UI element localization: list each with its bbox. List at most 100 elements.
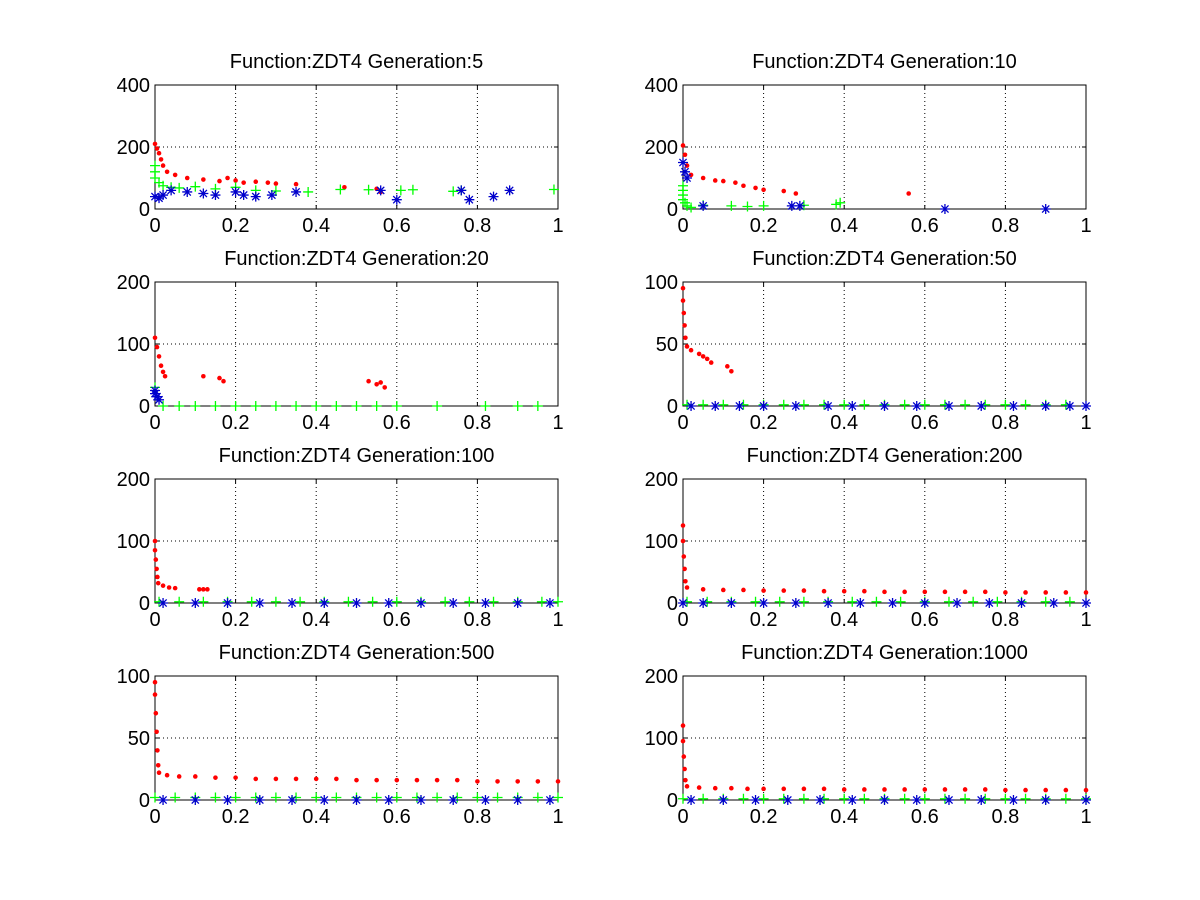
data-point-red-dot <box>680 523 686 528</box>
data-point-blue-star <box>718 795 729 805</box>
data-point-red-dot <box>821 786 827 792</box>
data-point-blue-star <box>1081 598 1091 608</box>
y-tick-label: 200 <box>117 272 150 294</box>
data-point-red-dot <box>1083 590 1089 595</box>
data-point-blue-star <box>1008 401 1019 411</box>
data-point-green-plus <box>895 596 906 607</box>
data-point-red-dot <box>201 373 206 379</box>
data-point-red-dot <box>193 774 198 779</box>
x-tick-label: 0.8 <box>991 412 1019 434</box>
x-tick-label: 0 <box>677 412 688 434</box>
data-point-green-plus <box>371 792 382 803</box>
data-point-red-dot <box>761 588 766 593</box>
data-point-red-dot <box>700 587 706 592</box>
data-point-blue-star <box>847 401 858 411</box>
x-tick-label: 0.8 <box>991 806 1019 828</box>
data-point-green-plus <box>738 793 749 804</box>
x-tick-label: 0.2 <box>222 215 250 237</box>
data-point-green-plus <box>492 792 503 803</box>
data-point-green-plus <box>553 596 563 607</box>
data-point-red-dot <box>172 172 178 178</box>
data-point-green-plus <box>472 792 483 803</box>
data-point-green-plus <box>230 792 241 803</box>
data-point-green-plus <box>395 185 406 196</box>
data-point-green-plus <box>859 399 870 410</box>
data-point-green-plus <box>678 793 688 804</box>
series-star <box>686 795 1091 805</box>
data-point-red-dot <box>158 157 164 162</box>
x-tick-label: 0.2 <box>750 609 778 631</box>
data-point-red-dot <box>721 178 726 184</box>
data-point-blue-star <box>291 186 302 197</box>
y-tick-label: 100 <box>117 531 150 553</box>
data-point-red-dot <box>434 777 440 783</box>
data-point-red-dot <box>354 777 359 783</box>
data-point-blue-star <box>976 795 987 805</box>
data-point-red-dot <box>682 152 688 158</box>
data-point-blue-star <box>210 190 221 201</box>
data-point-blue-star <box>154 193 165 204</box>
data-point-red-dot <box>158 363 164 369</box>
data-point-red-dot <box>696 785 702 790</box>
data-point-red-dot <box>152 548 158 553</box>
x-tick-label: 0.2 <box>750 806 778 828</box>
data-point-green-plus <box>246 596 257 607</box>
series-dot <box>152 679 561 784</box>
data-point-red-dot <box>555 779 561 784</box>
data-point-red-dot <box>1083 787 1089 793</box>
data-point-green-plus <box>899 793 910 804</box>
data-point-blue-star <box>383 598 394 608</box>
data-point-red-dot <box>366 378 371 384</box>
data-point-blue-star <box>698 598 709 608</box>
y-tick-label: 200 <box>645 469 678 491</box>
subplot-4: 0 0.2 0.4 0.6 0.8 1 0 50 100 Function:ZDT4 Genera… <box>645 248 1092 434</box>
data-point-blue-star <box>682 173 693 183</box>
data-point-blue-star <box>222 598 233 608</box>
x-tick-label: 1 <box>1080 609 1091 631</box>
data-point-green-plus <box>391 792 402 803</box>
data-point-blue-star <box>790 401 801 411</box>
data-point-green-plus <box>440 596 451 607</box>
x-tick-label: 0.4 <box>830 412 858 434</box>
x-tick-label: 0.6 <box>383 215 411 237</box>
data-point-red-dot <box>682 566 687 572</box>
data-point-red-dot <box>1023 787 1028 793</box>
data-point-blue-star <box>448 598 459 608</box>
data-point-green-plus <box>742 201 753 212</box>
data-point-red-dot <box>922 787 928 792</box>
subplot-title: Function:ZDT4 Generation:20 <box>224 248 489 270</box>
data-point-green-plus <box>488 596 499 607</box>
data-point-red-dot <box>781 588 787 593</box>
data-points <box>150 141 559 205</box>
data-point-red-dot <box>683 777 688 783</box>
data-point-green-plus <box>532 401 543 411</box>
data-point-red-dot <box>753 185 758 191</box>
data-point-red-dot <box>217 375 222 381</box>
data-point-blue-star <box>879 795 890 805</box>
data-point-green-plus <box>391 596 402 607</box>
data-point-green-plus <box>335 184 346 195</box>
data-point-blue-star <box>786 200 797 211</box>
data-point-green-plus <box>432 792 443 803</box>
data-point-red-dot <box>1063 787 1069 793</box>
data-point-green-plus <box>174 596 185 607</box>
data-point-blue-star <box>943 401 954 411</box>
data-point-blue-star <box>758 598 769 608</box>
data-point-red-dot <box>942 589 948 595</box>
data-points <box>678 523 1091 608</box>
data-point-red-dot <box>164 169 170 175</box>
series-dot <box>680 143 911 196</box>
data-point-blue-star <box>726 598 737 608</box>
data-point-green-plus <box>270 596 281 607</box>
data-point-blue-star <box>512 795 523 805</box>
x-tick-label: 0.8 <box>463 215 491 237</box>
data-point-blue-star <box>415 795 426 805</box>
data-point-blue-star <box>680 166 691 177</box>
data-point-blue-star <box>480 598 491 608</box>
data-points <box>678 723 1091 805</box>
data-point-red-dot <box>708 360 714 365</box>
data-point-green-plus <box>291 401 302 411</box>
data-point-red-dot <box>172 585 178 591</box>
x-tick-label: 0.6 <box>383 806 411 828</box>
